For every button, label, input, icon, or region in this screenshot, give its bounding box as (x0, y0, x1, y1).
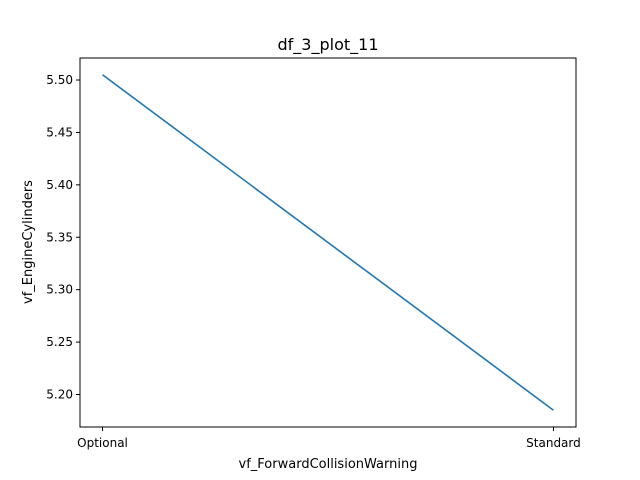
series-line (102, 74, 554, 411)
chart-title: df_3_plot_11 (278, 35, 379, 55)
y-tick-label: 5.45 (46, 125, 73, 139)
y-tick-label: 5.30 (46, 283, 73, 297)
x-axis-ticks: Optional Standard (77, 427, 581, 450)
y-tick-label: 5.40 (46, 178, 73, 192)
y-axis-ticks: 5.20 5.25 5.30 5.35 5.40 5.45 5.50 (46, 73, 80, 402)
y-tick-label: 5.25 (46, 335, 73, 349)
y-tick-label: 5.50 (46, 73, 73, 87)
plot-frame (79, 57, 577, 428)
x-tick-label: Optional (77, 436, 128, 450)
y-axis-label: vf_EngineCylinders (21, 180, 36, 304)
x-tick-label: Standard (526, 436, 581, 450)
series-layer (102, 74, 554, 411)
y-tick-label: 5.20 (46, 388, 73, 402)
y-tick-label: 5.35 (46, 230, 73, 244)
x-axis-label: vf_ForwardCollisionWarning (239, 457, 418, 472)
